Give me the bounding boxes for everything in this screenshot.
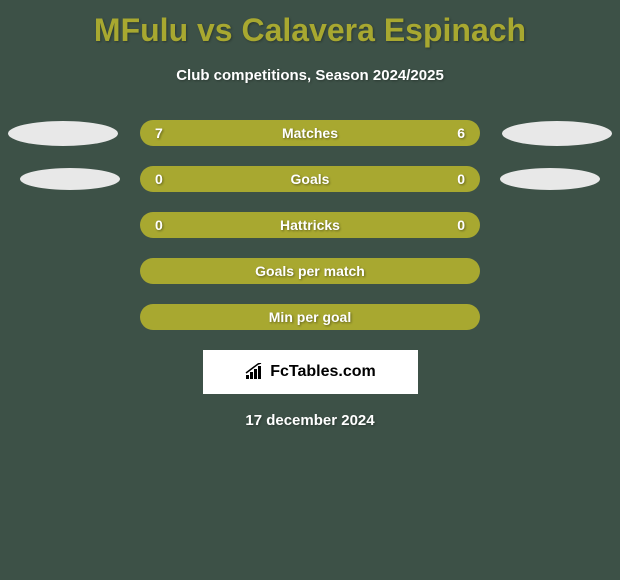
stat-label: Hattricks (280, 217, 340, 233)
ellipse-right-icon (500, 168, 600, 190)
ellipse-left-icon (20, 168, 120, 190)
stat-row-hattricks: 0 Hattricks 0 (0, 212, 620, 238)
stats-container: 7 Matches 6 0 Goals 0 0 Hattricks 0 Goal… (0, 120, 620, 330)
stat-bar: 0 Hattricks 0 (140, 212, 480, 238)
stat-row-min-per-goal: Min per goal (0, 304, 620, 330)
stat-bar: Goals per match (140, 258, 480, 284)
stat-bar: Min per goal (140, 304, 480, 330)
stat-value-right: 6 (457, 125, 465, 141)
logo-box[interactable]: FcTables.com (203, 350, 418, 394)
stat-label: Matches (282, 125, 338, 141)
page-subtitle: Club competitions, Season 2024/2025 (0, 67, 620, 84)
stat-value-right: 0 (457, 171, 465, 187)
stat-label: Goals per match (255, 263, 365, 279)
chart-icon (244, 363, 266, 381)
stat-value-left: 0 (155, 171, 163, 187)
stat-label: Goals (291, 171, 330, 187)
logo-text: FcTables.com (270, 363, 376, 381)
stat-row-goals: 0 Goals 0 (0, 166, 620, 192)
ellipse-right-icon (502, 121, 612, 146)
stat-value-left: 7 (155, 125, 163, 141)
stat-value-right: 0 (457, 217, 465, 233)
stat-row-goals-per-match: Goals per match (0, 258, 620, 284)
stat-bar: 0 Goals 0 (140, 166, 480, 192)
stat-bar: 7 Matches 6 (140, 120, 480, 146)
stat-label: Min per goal (269, 309, 351, 325)
stat-row-matches: 7 Matches 6 (0, 120, 620, 146)
date-text: 17 december 2024 (0, 412, 620, 429)
page-title: MFulu vs Calavera Espinach (0, 0, 620, 49)
stat-value-left: 0 (155, 217, 163, 233)
ellipse-left-icon (8, 121, 118, 146)
